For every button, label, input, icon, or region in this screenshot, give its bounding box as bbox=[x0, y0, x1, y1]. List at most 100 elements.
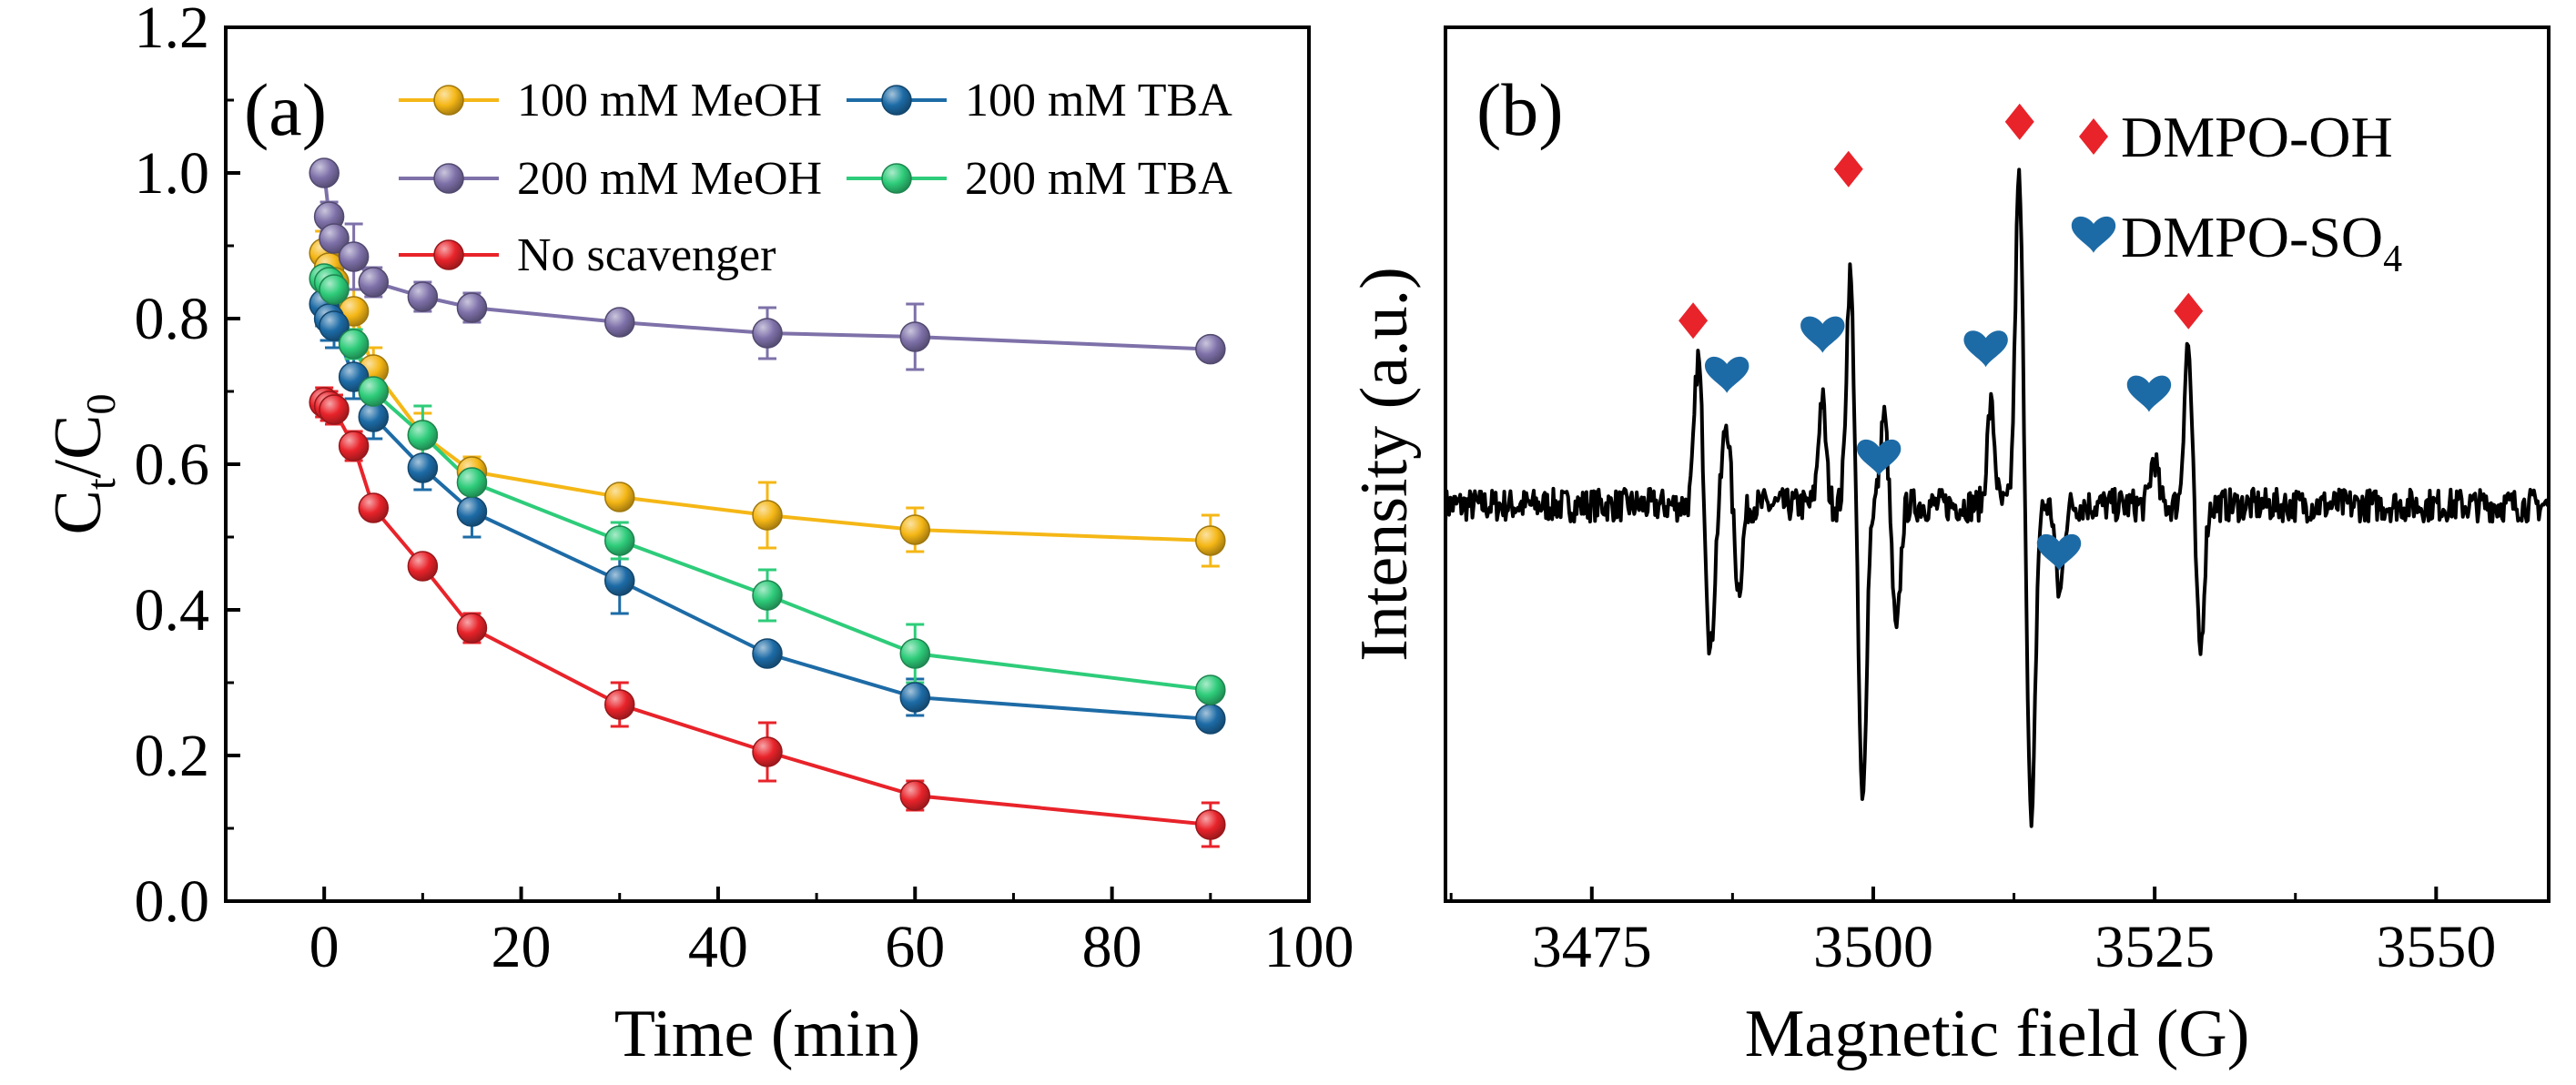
legend-marker-diamond-icon bbox=[2079, 118, 2108, 155]
data-point-100-mm-tba bbox=[752, 638, 783, 669]
panel-a-series-group bbox=[309, 157, 1226, 848]
legend-marker bbox=[433, 239, 464, 270]
data-point-200-mm-meoh bbox=[407, 281, 439, 312]
legend-item-no-scavenger: No scavenger bbox=[399, 229, 776, 281]
y-tick-label: 0.8 bbox=[135, 286, 210, 352]
legend-label: 100 mM MeOH bbox=[517, 75, 822, 127]
data-point-200-mm-meoh bbox=[603, 307, 635, 338]
legend-label-dmpo-so4-main: DMPO-SO bbox=[2121, 205, 2383, 269]
x-tick-label: 20 bbox=[492, 914, 552, 980]
y-tick-label: 0.0 bbox=[135, 868, 210, 935]
panel-b-legend: DMPO-OH DMPO-SO4 bbox=[2071, 105, 2402, 280]
panel-a-chart: 0.0 0.2 0.4 0.6 0.8 1.0 1.2 0 20 40 60 80 100 (a) T… bbox=[41, 0, 1354, 1071]
x-tick-label: 60 bbox=[885, 914, 945, 980]
panel-a-x-axis-title: Time (min) bbox=[614, 997, 920, 1071]
epr-spectrum-line bbox=[1444, 167, 2551, 828]
legend-item-100-mm-tba: 100 mM TBA bbox=[847, 75, 1232, 127]
data-point-200-mm-tba bbox=[407, 420, 439, 451]
legend-label: 100 mM TBA bbox=[965, 75, 1232, 127]
data-point-100-mm-tba bbox=[603, 565, 635, 596]
panel-b-markers bbox=[1678, 103, 2204, 571]
y-tick-label: 1.2 bbox=[135, 0, 210, 61]
x-tick-label: 3475 bbox=[1532, 914, 1652, 980]
data-point-no-scavenger bbox=[407, 551, 439, 582]
data-point-no-scavenger bbox=[319, 394, 350, 425]
data-point-100-mm-tba bbox=[1195, 704, 1226, 735]
data-point-100-mm-meoh bbox=[603, 482, 635, 512]
x-tick-label: 0 bbox=[309, 914, 340, 980]
x-tick-label: 3500 bbox=[1813, 914, 1933, 980]
data-point-200-mm-tba bbox=[456, 467, 488, 498]
data-point-no-scavenger bbox=[358, 492, 390, 523]
data-point-200-mm-meoh bbox=[358, 267, 390, 298]
data-point-no-scavenger bbox=[603, 689, 635, 720]
series-points-200-mm-meoh bbox=[309, 157, 1226, 365]
panel-a-y-ticks: 0.0 0.2 0.4 0.6 0.8 1.0 1.2 bbox=[135, 0, 240, 935]
data-point-200-mm-meoh bbox=[319, 223, 350, 254]
panel-b-x-ticks: 3475 3500 3525 3550 bbox=[1449, 887, 2496, 980]
dmpo-oh-diamond-icon bbox=[1678, 302, 1709, 340]
y-tick-label: 0.2 bbox=[135, 723, 210, 789]
data-point-no-scavenger bbox=[752, 736, 783, 767]
y-tick-label: 1.0 bbox=[135, 140, 210, 207]
data-point-200-mm-meoh bbox=[1195, 333, 1226, 365]
data-point-no-scavenger bbox=[1195, 809, 1226, 840]
legend-label: 200 mM MeOH bbox=[517, 153, 822, 205]
legend-marker-heart-icon bbox=[2071, 216, 2116, 253]
legend-label: No scavenger bbox=[517, 229, 776, 281]
dmpo-oh-diamond-icon bbox=[2004, 103, 2034, 140]
data-point-200-mm-tba bbox=[1195, 674, 1226, 705]
ylabel-slash: / bbox=[41, 459, 116, 478]
x-tick-label: 80 bbox=[1082, 914, 1142, 980]
data-point-100-mm-tba bbox=[407, 452, 439, 483]
legend-label-dmpo-oh: DMPO-OH bbox=[2121, 105, 2393, 169]
legend-item-200-mm-tba: 200 mM TBA bbox=[847, 153, 1232, 205]
legend-label-dmpo-so4: DMPO-SO4 bbox=[2121, 205, 2402, 280]
series-points-200-mm-tba bbox=[309, 263, 1226, 705]
series-points-no-scavenger bbox=[309, 387, 1226, 840]
panel-b-axes-frame bbox=[1444, 25, 2551, 903]
legend-item-dmpo-so4: DMPO-SO4 bbox=[2071, 205, 2402, 280]
data-point-100-mm-tba bbox=[899, 682, 931, 713]
ylabel-sub-0: 0 bbox=[77, 393, 124, 414]
data-point-no-scavenger bbox=[338, 431, 370, 461]
series-points-100-mm-meoh bbox=[309, 238, 1226, 556]
y-tick-label: 0.6 bbox=[135, 431, 210, 498]
legend-marker bbox=[433, 163, 464, 194]
ylabel-c2: C bbox=[41, 414, 116, 459]
ylabel-c: C bbox=[41, 490, 116, 534]
dmpo-so4-heart-icon bbox=[2126, 375, 2172, 412]
data-point-100-mm-tba bbox=[358, 401, 390, 432]
legend-marker bbox=[881, 85, 912, 116]
dmpo-so4-heart-icon bbox=[1704, 356, 1749, 393]
x-tick-label: 40 bbox=[688, 914, 748, 980]
data-point-200-mm-meoh bbox=[456, 292, 488, 323]
panel-b-chart: 3475 3500 3525 3550 (b) Magnetic field (G) … bbox=[1347, 25, 2551, 1071]
data-point-200-mm-tba bbox=[319, 274, 350, 305]
data-point-100-mm-tba bbox=[319, 310, 350, 341]
legend-item-200-mm-meoh: 200 mM MeOH bbox=[399, 153, 822, 205]
dmpo-so4-heart-icon bbox=[1963, 330, 2008, 368]
panel-b-x-axis-title: Magnetic field (G) bbox=[1745, 997, 2250, 1071]
data-point-100-mm-meoh bbox=[899, 514, 931, 545]
data-point-100-mm-meoh bbox=[752, 500, 783, 531]
data-point-200-mm-tba bbox=[752, 580, 783, 611]
data-point-no-scavenger bbox=[899, 780, 931, 811]
data-point-200-mm-meoh bbox=[309, 157, 340, 188]
y-tick-label: 0.4 bbox=[135, 577, 210, 644]
data-point-200-mm-tba bbox=[899, 638, 931, 669]
dmpo-oh-diamond-icon bbox=[1833, 150, 1863, 188]
data-point-200-mm-tba bbox=[603, 525, 635, 556]
panel-a-label: (a) bbox=[244, 68, 327, 151]
dmpo-so4-heart-icon bbox=[1856, 439, 1902, 476]
data-point-100-mm-meoh bbox=[1195, 525, 1226, 556]
panel-a-x-ticks: 0 20 40 60 80 100 bbox=[224, 887, 1354, 980]
data-point-200-mm-meoh bbox=[899, 321, 931, 352]
legend-label-dmpo-so4-sub: 4 bbox=[2383, 238, 2402, 280]
legend-label: 200 mM TBA bbox=[965, 153, 1232, 205]
data-point-100-mm-tba bbox=[456, 496, 488, 527]
panel-a-y-axis-title: Ct/C0 bbox=[41, 393, 124, 534]
dmpo-so4-heart-icon bbox=[2036, 533, 2082, 571]
x-tick-label: 3550 bbox=[2376, 914, 2496, 980]
